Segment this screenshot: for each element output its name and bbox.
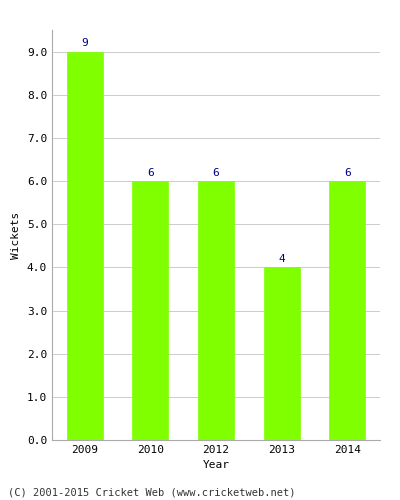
X-axis label: Year: Year xyxy=(202,460,230,470)
Text: 6: 6 xyxy=(147,168,154,177)
Text: (C) 2001-2015 Cricket Web (www.cricketweb.net): (C) 2001-2015 Cricket Web (www.cricketwe… xyxy=(8,488,296,498)
Bar xyxy=(132,181,168,440)
Bar xyxy=(198,181,234,440)
Text: 6: 6 xyxy=(213,168,219,177)
Text: 6: 6 xyxy=(344,168,350,177)
Bar xyxy=(264,268,300,440)
Bar xyxy=(329,181,365,440)
Bar xyxy=(67,52,103,440)
Y-axis label: Wickets: Wickets xyxy=(11,212,21,258)
Text: 4: 4 xyxy=(278,254,285,264)
Text: 9: 9 xyxy=(82,38,88,48)
